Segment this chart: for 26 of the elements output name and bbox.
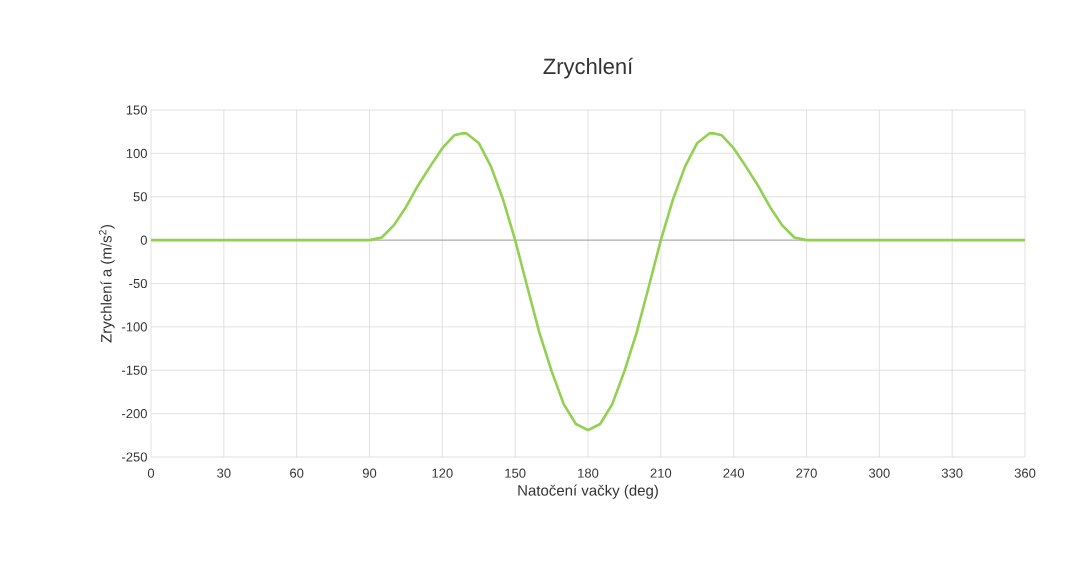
x-tick-label: 90 [362,468,377,478]
x-tick-label: 240 [723,468,744,478]
chart-title: Zrychlení [543,57,634,79]
y-tick-label: 100 [126,148,147,158]
x-tick-label: 30 [217,468,231,478]
y-tick-label: -250 [122,452,147,462]
x-tick-label: 270 [796,468,817,478]
y-tick-label: -200 [122,409,147,419]
x-tick-label: 150 [505,468,526,478]
y-tick-label: -150 [122,365,147,375]
y-tick-label: 50 [133,192,147,202]
x-tick-label: 0 [147,468,155,478]
x-tick-label: 360 [1014,468,1036,478]
line-series [151,132,1026,432]
x-axis-title: Natočení vačky (deg) [518,484,658,499]
x-tick-label: 180 [578,468,599,478]
x-tick-label: 210 [650,468,672,478]
y-tick-label: -50 [129,278,147,289]
y-axis-title: Zrychlení a (m/s$^{2}$) [98,225,115,343]
y-tick-label: -100 [122,322,147,332]
x-tick-label: 300 [869,468,890,478]
x-tick-label: 330 [941,468,963,478]
y-tick-label: 150 [126,105,147,115]
y-tick-label: 0 [140,235,147,245]
x-tick-label: 120 [432,468,453,478]
x-tick-label: 60 [290,468,304,478]
